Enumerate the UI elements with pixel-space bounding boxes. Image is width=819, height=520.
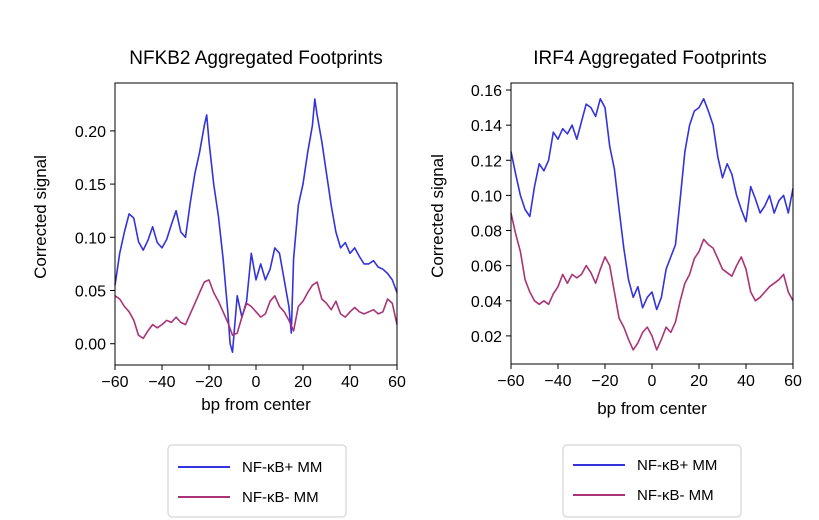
x-tick-label: −60 bbox=[101, 374, 128, 391]
x-tick-label: 20 bbox=[690, 373, 708, 390]
chart-title: NFKB2 Aggregated Footprints bbox=[129, 48, 382, 69]
legend: NF-κB+ MM NF-κB- MM bbox=[167, 444, 347, 518]
x-tick-label: −40 bbox=[544, 373, 571, 390]
plot-frame bbox=[114, 82, 398, 366]
legend-label-nfkb-minus: NF-κB- MM bbox=[637, 487, 714, 504]
x-tick-label: 0 bbox=[252, 374, 261, 391]
legend-label-nfkb-plus: NF-κB+ MM bbox=[242, 459, 322, 476]
y-tick-label: 0.06 bbox=[471, 259, 502, 276]
series-line-nfkb-minus bbox=[510, 212, 794, 351]
nfkb2-chart: NFKB2 Aggregated Footprints bp from cent… bbox=[31, 48, 406, 414]
y-axis-label: Corrected signal bbox=[428, 154, 447, 278]
legend: NF-κB+ MM NF-κB- MM bbox=[562, 444, 742, 518]
x-tick-label: −20 bbox=[195, 374, 222, 391]
x-tick-label: −60 bbox=[497, 373, 524, 390]
y-tick-label: 0.08 bbox=[471, 224, 502, 241]
x-tick-label: 60 bbox=[388, 374, 406, 391]
legend-label-nfkb-minus: NF-κB- MM bbox=[242, 489, 319, 506]
y-tick-label: 0.12 bbox=[471, 153, 502, 170]
y-tick-label: 0.10 bbox=[75, 230, 106, 247]
y-tick-label: 0.02 bbox=[471, 329, 502, 346]
plot-area: −60 −40 −20 0 20 40 60 0.02 0.04 0.06 0.08 0.10 0.12… bbox=[471, 82, 802, 390]
series-line-nfkb-plus bbox=[510, 98, 794, 311]
x-axis-label: bp from center bbox=[201, 395, 311, 414]
x-tick-label: 40 bbox=[341, 374, 359, 391]
x-tick-label: 20 bbox=[294, 374, 312, 391]
legend-frame bbox=[167, 444, 347, 518]
y-tick-label: 0.16 bbox=[471, 83, 502, 100]
legend-frame bbox=[562, 444, 742, 518]
series-line-nfkb-plus bbox=[114, 98, 398, 353]
irf4-chart: IRF4 Aggregated Footprints bp from cente… bbox=[428, 48, 802, 418]
x-axis-label: bp from center bbox=[597, 399, 707, 418]
y-tick-label: 0.00 bbox=[75, 337, 106, 354]
legend-label-nfkb-plus: NF-κB+ MM bbox=[637, 457, 717, 474]
x-tick-label: −20 bbox=[591, 373, 618, 390]
x-tick-label: 40 bbox=[737, 373, 755, 390]
y-tick-label: 0.20 bbox=[75, 124, 106, 141]
x-tick-label: 60 bbox=[784, 373, 802, 390]
series-line-nfkb-minus bbox=[114, 279, 398, 340]
chart-title: IRF4 Aggregated Footprints bbox=[533, 48, 766, 69]
x-tick-label: −40 bbox=[148, 374, 175, 391]
y-tick-label: 0.10 bbox=[471, 188, 502, 205]
y-tick-label: 0.04 bbox=[471, 294, 502, 311]
y-tick-label: 0.05 bbox=[75, 284, 106, 301]
y-tick-label: 0.14 bbox=[471, 118, 502, 135]
y-tick-label: 0.15 bbox=[75, 177, 106, 194]
y-axis-label: Corrected signal bbox=[31, 155, 50, 279]
plot-frame bbox=[510, 82, 794, 365]
plot-area: −60 −40 −20 0 20 40 60 0.00 0.05 0.10 0.15 0.20 bbox=[75, 82, 406, 391]
x-tick-label: 0 bbox=[648, 373, 657, 390]
